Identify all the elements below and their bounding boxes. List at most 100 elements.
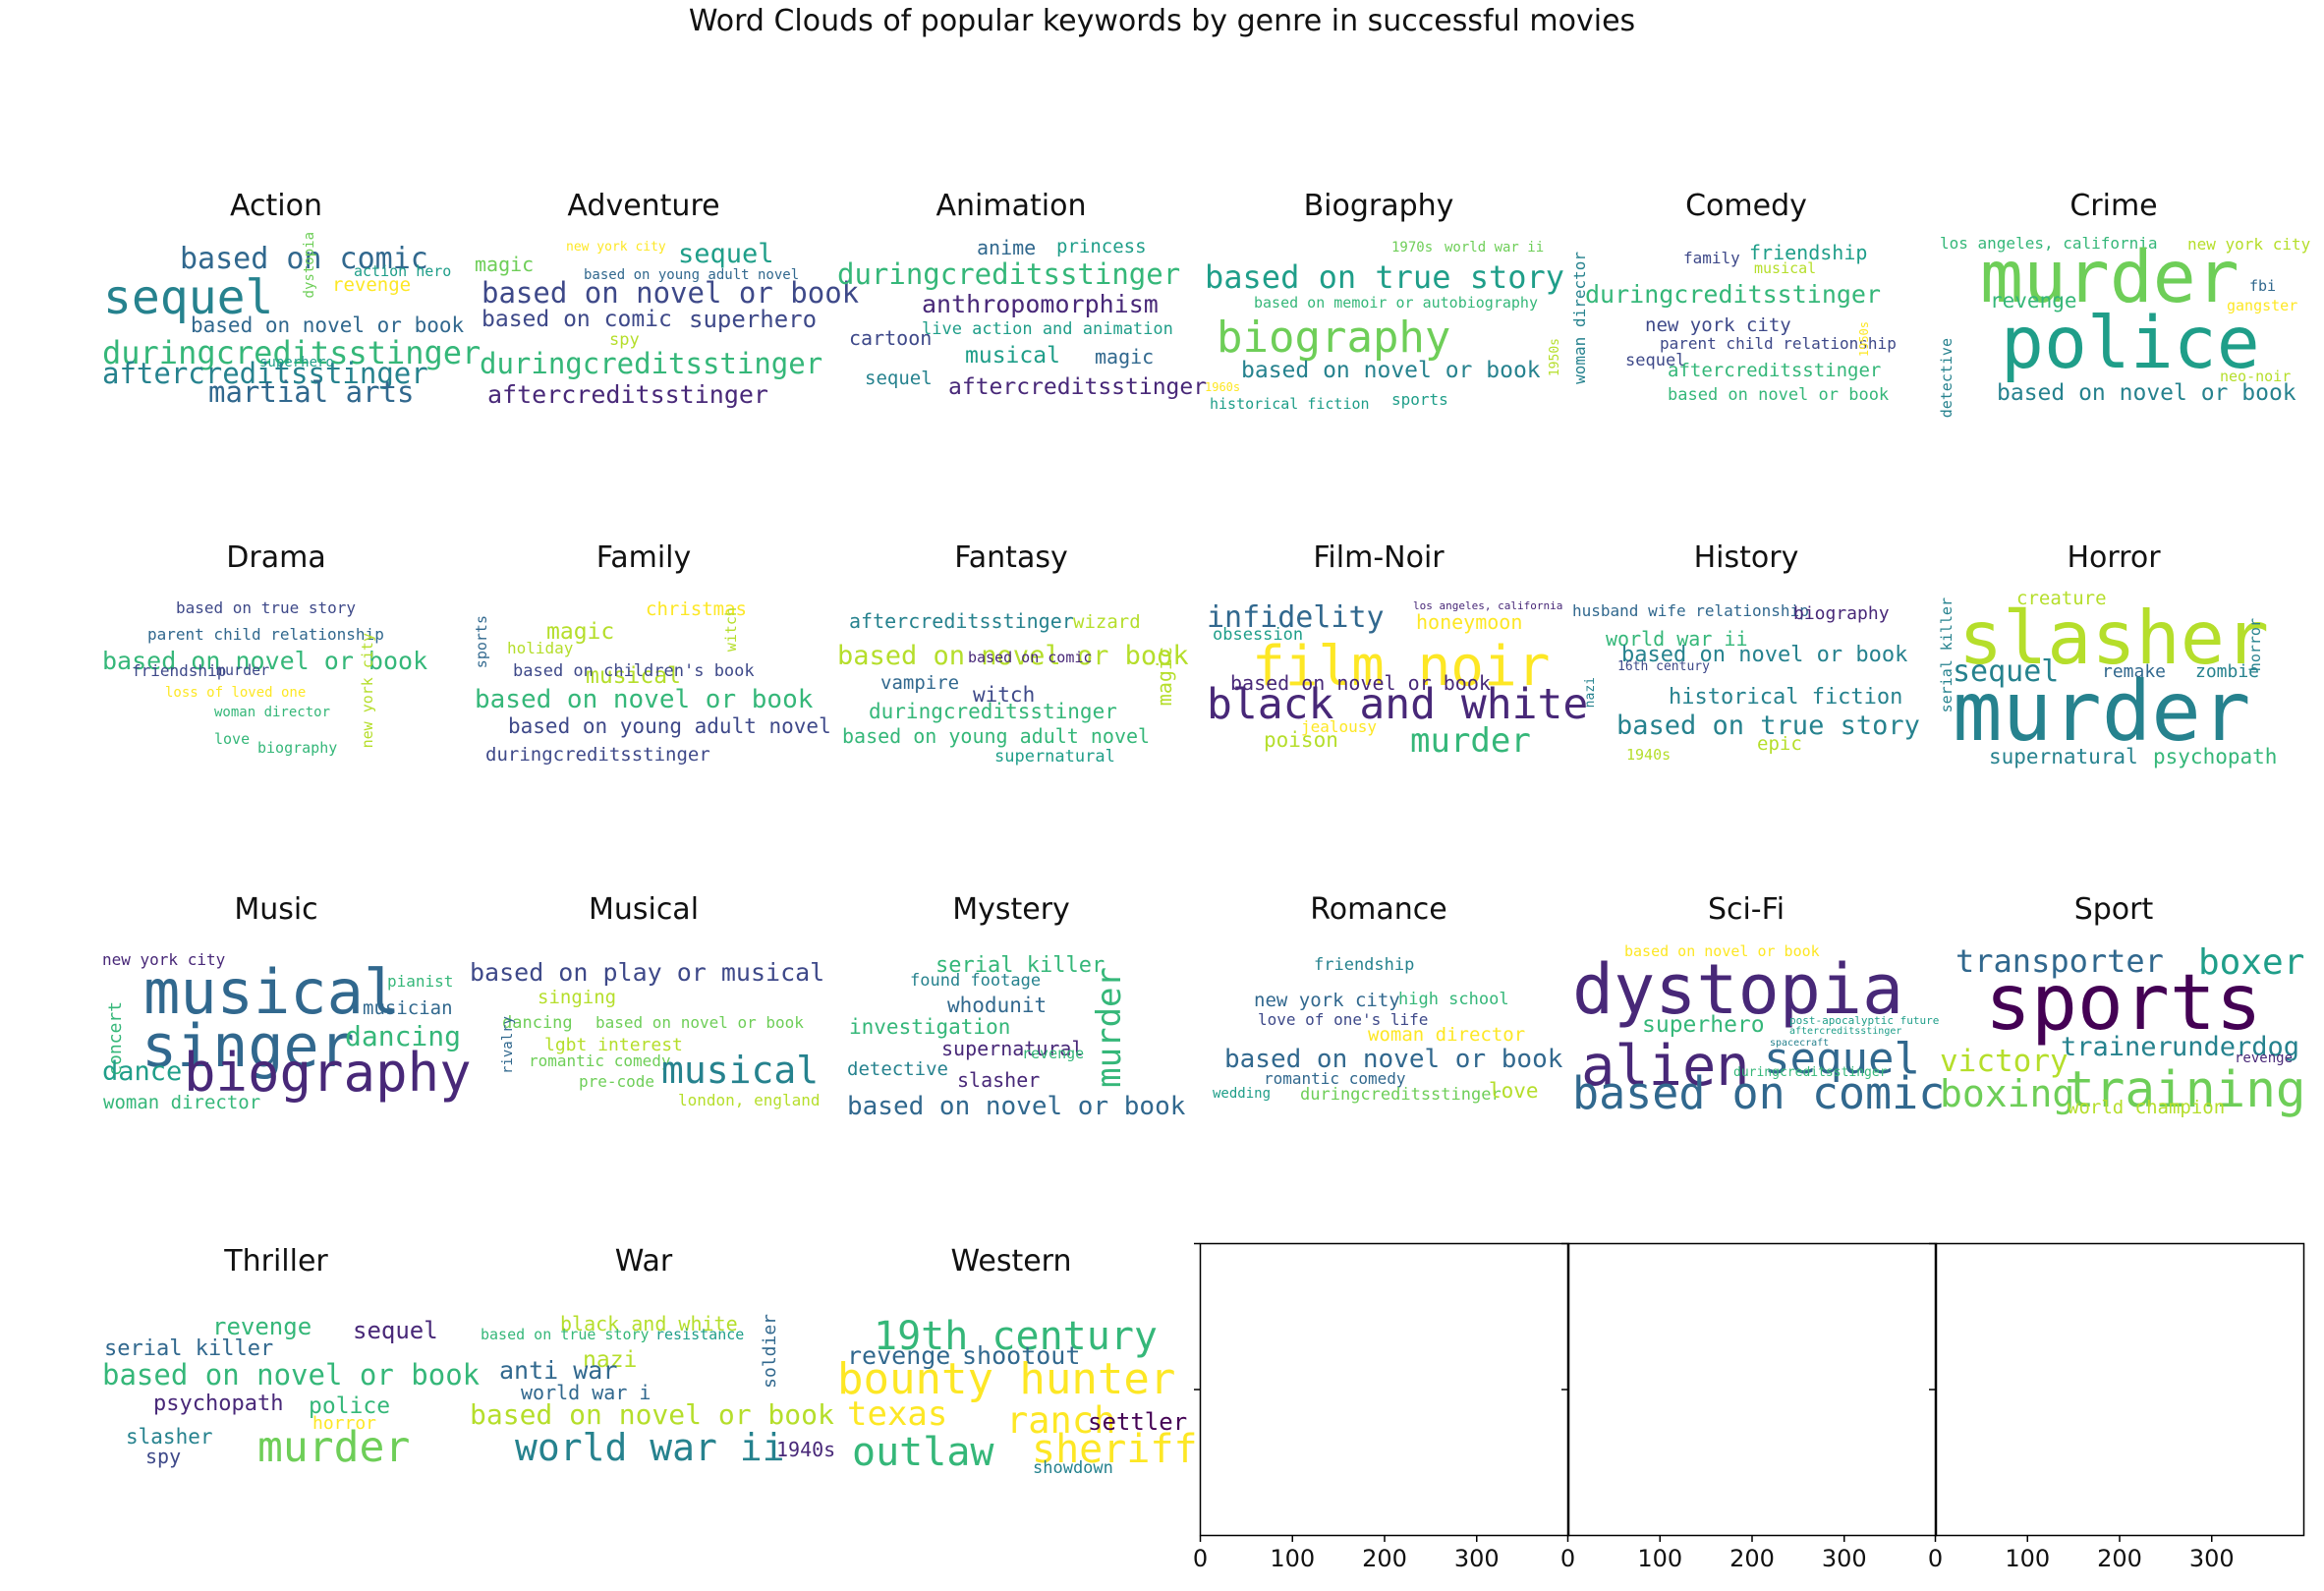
wordcloud-panel-comedy: Comedy family friendship musical duringcredi… (1570, 189, 1920, 414)
word: murder (257, 1423, 411, 1472)
word: based on novel or book (482, 276, 860, 310)
figure-title: Word Clouds of popular keywords by genre… (688, 4, 1636, 38)
word: based on novel or book (1621, 643, 1908, 667)
word: based on memoir or autobiography (1254, 294, 1538, 312)
word: 1940s (1626, 746, 1672, 764)
word: outlaw (852, 1430, 994, 1475)
word: magic (1095, 345, 1155, 369)
word: spy (145, 1445, 182, 1468)
word: based on comic (968, 649, 1093, 666)
word: aftercreditsstinger (1789, 1026, 1902, 1037)
word: revenge (1022, 1045, 1085, 1062)
word: infidelity (1207, 600, 1385, 635)
word: dance (102, 1056, 183, 1087)
wordcloud-panel-thriller: Thriller revenge sequel serial killer based … (102, 1244, 480, 1472)
word: witch (722, 607, 740, 653)
word: based on comic (1572, 1067, 1946, 1119)
word: new york city (1254, 990, 1400, 1011)
word: musician (363, 997, 453, 1019)
word: live action and animation (922, 319, 1173, 339)
word: sheriff (1032, 1427, 1198, 1472)
word: obsession (1213, 625, 1304, 645)
word: texas (847, 1394, 948, 1434)
wordcloud-panel-romance: Romance friendship new york city high schoo… (1205, 892, 1562, 1117)
x-tick-label: 200 (1729, 1545, 1775, 1572)
word: high school (1398, 990, 1509, 1009)
word: creature (2016, 588, 2107, 609)
word: based on novel or book (102, 1358, 481, 1392)
word: supernatural (1989, 745, 2138, 768)
word: anti war (499, 1356, 618, 1385)
word: los angeles, california (1940, 234, 2158, 253)
word: remake (2102, 661, 2167, 682)
word: sequel (1625, 351, 1686, 370)
wordcloud-panel-biography: Biography 1970s world war ii based on true … (1205, 189, 1564, 414)
word: 1970s (1391, 240, 1434, 256)
word: world champion (2068, 1097, 2226, 1118)
word: 1950s (1548, 338, 1562, 377)
x-tick-label: 300 (2189, 1545, 2235, 1572)
word: bounty hunter (837, 1354, 1176, 1404)
word: revenge (1990, 289, 2077, 313)
word: christmas (646, 598, 747, 620)
panel-title: Sport (2073, 892, 2154, 927)
word: duringcreditsstinger (102, 334, 482, 371)
word: singing (538, 987, 617, 1008)
word: duringcreditsstinger (869, 700, 1117, 723)
word: friendship (1314, 955, 1415, 975)
word: fbi (2249, 277, 2277, 295)
word: parent child relationship (1660, 334, 1897, 353)
wordcloud-panel-music: Music new york city musical pianist concert m… (102, 892, 472, 1117)
word: woman director (1368, 1024, 1526, 1046)
word: supernatural (941, 1037, 1084, 1060)
word: world war ii (1606, 627, 1748, 651)
word: murder (1090, 967, 1129, 1088)
word: pianist (387, 972, 454, 991)
word: murder (1410, 721, 1531, 761)
word: woman director (214, 705, 331, 720)
word: loss of loved one (165, 685, 307, 701)
word: based on novel or book (191, 313, 465, 337)
word: based on play or musical (470, 958, 825, 987)
panel-title: Action (230, 189, 322, 223)
word: magic (1153, 647, 1176, 707)
panel-title: Musical (588, 892, 700, 927)
word: serial killer (104, 1336, 274, 1361)
word: psychopath (153, 1392, 284, 1416)
axes-frame (1566, 1242, 1938, 1537)
word: based on novel or book (102, 647, 428, 675)
word: based on comic (482, 307, 672, 332)
word: cartoon (849, 326, 933, 350)
word: based on true story (481, 1326, 650, 1343)
word: revenge (332, 274, 412, 296)
word: new york city (1645, 314, 1791, 336)
word: settler (1088, 1408, 1188, 1436)
word: slasher (957, 1068, 1041, 1092)
wordcloud-panel-horror: Horror creature serial killer slasher horror… (1938, 540, 2288, 768)
word: holiday (507, 639, 574, 657)
wordcloud-panel-film-noir: Film-Noir infidelity los angeles, californ… (1205, 540, 1588, 766)
word: world war i (521, 1381, 652, 1404)
word: ranch (1006, 1399, 1116, 1442)
word: murder (216, 661, 270, 679)
x-tick-label: 100 (1637, 1545, 1682, 1572)
word: 1940s (776, 1438, 836, 1461)
word: aftercreditsstinger (1668, 360, 1882, 381)
word: based on novel or book (1668, 385, 1890, 405)
word: sports (1391, 390, 1448, 409)
word: 19th century (874, 1314, 1158, 1359)
panel-title: War (614, 1244, 673, 1278)
x-tick-label: 300 (1822, 1545, 1867, 1572)
word: new york city (566, 240, 666, 255)
word: new york city (2187, 235, 2311, 254)
word: dancing (345, 1020, 462, 1052)
word: superhero (259, 355, 334, 370)
word: showdown (1033, 1458, 1113, 1478)
word: dystopia (1572, 949, 1904, 1030)
wordcloud-panel-fantasy: Fantasy aftercreditsstinger wizard based on… (837, 540, 1189, 766)
word: love (1489, 1079, 1539, 1103)
word: based on novel or book (1224, 1045, 1563, 1074)
word: transporter (1956, 942, 2164, 980)
x-tick-label: 200 (1362, 1545, 1407, 1572)
word: sequel (353, 1317, 438, 1344)
